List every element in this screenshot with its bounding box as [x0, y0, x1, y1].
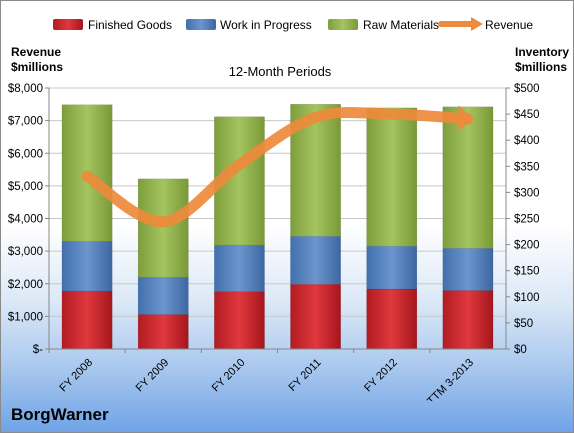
right-tick-label: $400 — [514, 135, 540, 147]
right-tick-label: $500 — [514, 83, 540, 95]
right-axis-title-line1: Inventory — [515, 45, 569, 59]
bar-finished-goods — [290, 284, 341, 350]
x-tick-label: FY 2010 — [210, 357, 248, 395]
right-tick-label: $350 — [514, 161, 540, 173]
bar-work-in-progress — [442, 248, 494, 291]
bar-raw-materials — [366, 107, 418, 247]
bar-finished-goods — [137, 314, 189, 350]
bar-work-in-progress — [290, 235, 341, 285]
bar-work-in-progress — [137, 277, 189, 315]
legend-swatch-finished-goods — [53, 19, 83, 30]
right-tick-label: $200 — [514, 240, 540, 252]
bars — [61, 103, 494, 350]
bar-finished-goods — [61, 290, 113, 350]
left-tick-label: $1,000 — [8, 311, 43, 323]
x-tick-label: FY 2011 — [287, 357, 324, 394]
company-name: BorgWarner — [11, 405, 109, 424]
legend-label-finished-goods: Finished Goods — [88, 18, 172, 32]
left-tick-label: $- — [33, 344, 43, 356]
right-tick-label: $150 — [514, 266, 540, 278]
right-axis: $0 $50 $100 $150 $200 $250 $300 $350 $400 $450 $50… — [505, 83, 540, 356]
chart-title: 12-Month Periods — [229, 64, 332, 79]
right-tick-label: $250 — [514, 214, 540, 226]
legend-label-revenue: Revenue — [485, 18, 533, 32]
legend-label-raw-materials: Raw Materials — [363, 18, 439, 32]
bar-work-in-progress — [366, 245, 418, 290]
chart-svg: Finished Goods Work in Progress Raw Mate… — [8, 17, 569, 401]
left-axis: $- $1,000 $2,000 $3,000 $4,000 $5,000 $6,000 $7… — [8, 83, 50, 356]
x-tick-label: FY 2012 — [362, 357, 400, 395]
bar-finished-goods — [366, 288, 418, 350]
bar-work-in-progress — [214, 244, 265, 292]
left-tick-label: $4,000 — [8, 214, 43, 226]
legend-label-work-in-progress: Work in Progress — [220, 18, 312, 32]
x-tick-label: TTM 3-2013 — [425, 357, 476, 401]
legend-swatch-raw-materials — [328, 19, 358, 30]
right-tick-label: $50 — [514, 318, 533, 330]
left-tick-label: $7,000 — [8, 116, 43, 128]
revenue-line-path — [81, 106, 474, 228]
revenue-line — [81, 105, 474, 228]
left-axis-title-line2: $millions — [11, 60, 63, 74]
left-tick-label: $3,000 — [8, 246, 43, 258]
legend-swatch-work-in-progress — [186, 19, 216, 30]
revenue-line-arrowhead — [457, 105, 474, 132]
right-tick-label: $0 — [514, 344, 527, 356]
left-tick-label: $6,000 — [8, 148, 43, 160]
left-tick-label: $8,000 — [8, 83, 43, 95]
left-tick-label: $2,000 — [8, 279, 43, 291]
right-tick-label: $300 — [514, 187, 540, 199]
right-tick-label: $100 — [514, 292, 540, 304]
bar-finished-goods — [442, 290, 494, 350]
x-axis: FY 2008 FY 2009 FY 2010 FY 2011 FY 2012 TTM 3… — [48, 348, 506, 401]
left-axis-title-line1: Revenue — [11, 45, 61, 59]
right-tick-label: $450 — [514, 109, 540, 121]
x-tick-label: FY 2008 — [57, 357, 95, 395]
left-tick-label: $5,000 — [8, 181, 43, 193]
bar-raw-materials — [137, 178, 189, 278]
x-tick-label: FY 2009 — [134, 357, 172, 395]
bar-raw-materials — [442, 106, 494, 249]
gridlines — [49, 87, 506, 350]
bar-finished-goods — [214, 291, 265, 350]
bar-work-in-progress — [61, 241, 113, 292]
legend: Finished Goods Work in Progress Raw Mate… — [53, 17, 533, 32]
right-axis-title-line2: $millions — [515, 60, 567, 74]
legend-swatch-revenue-arrowhead — [471, 17, 483, 31]
